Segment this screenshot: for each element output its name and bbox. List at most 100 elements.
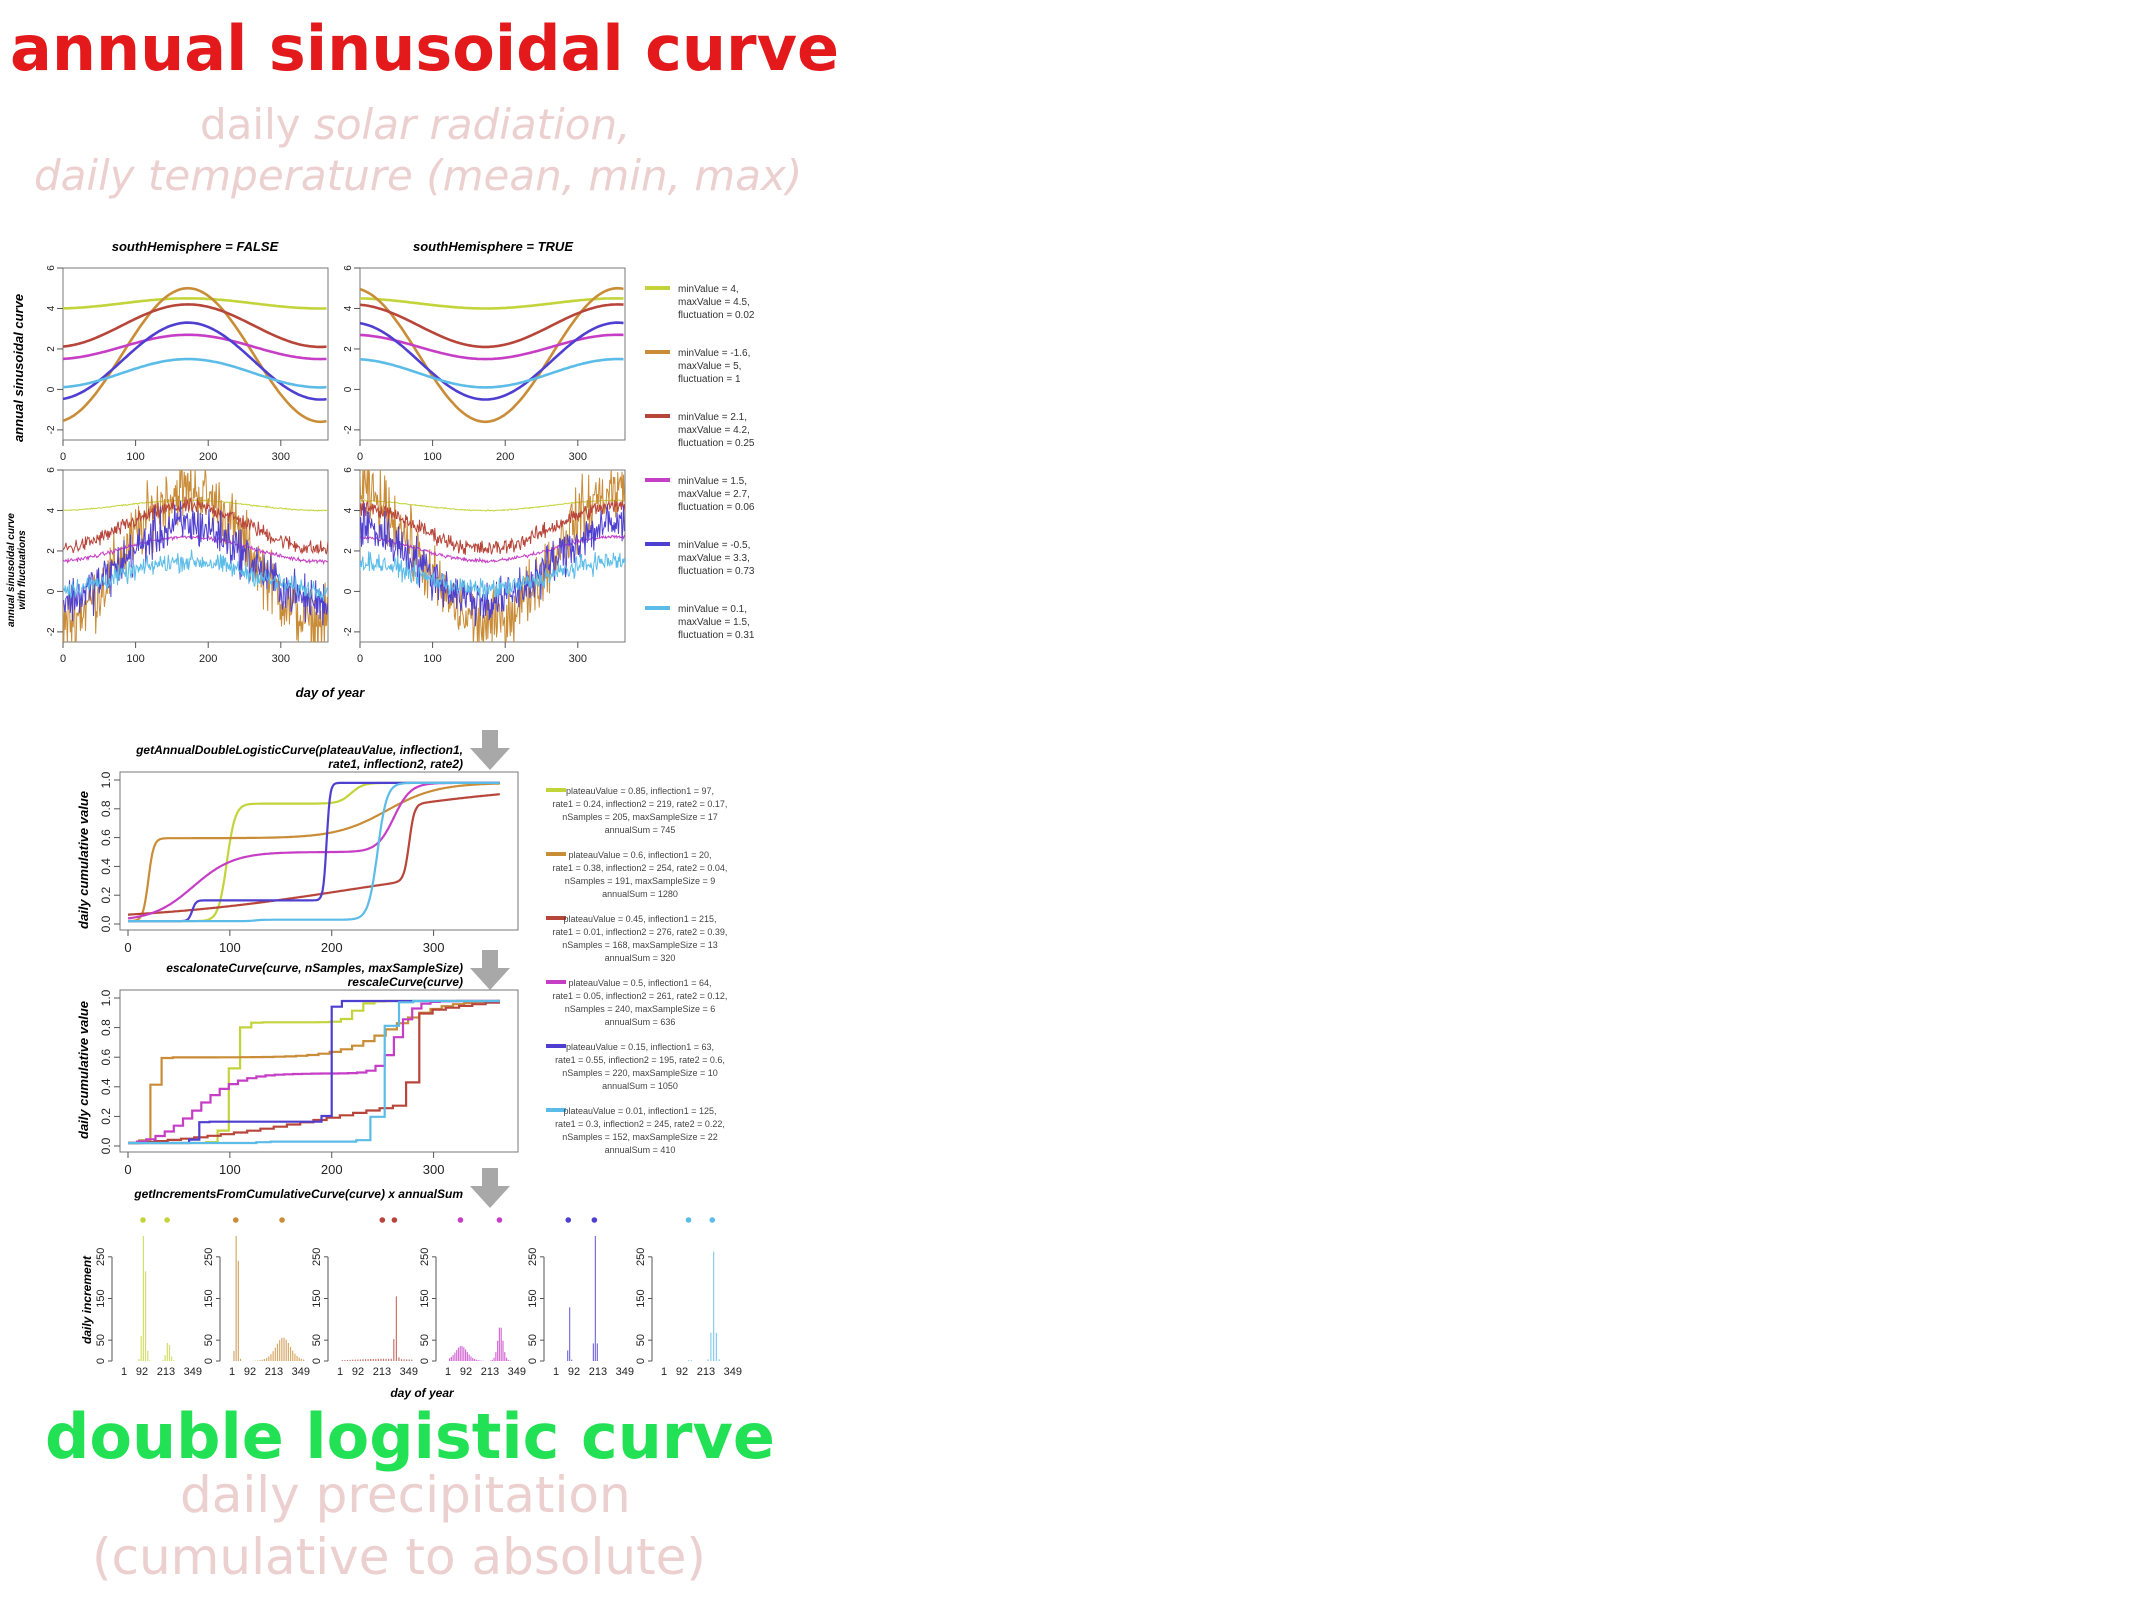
x-tick-label: 300 <box>423 1162 445 1177</box>
inflection-marker <box>496 1217 503 1223</box>
increment-panel: 0 50 150 250 1 92 213 349 <box>95 1217 202 1378</box>
subtitle-italic: solar radiation, <box>313 100 631 149</box>
inflection-marker <box>391 1217 398 1223</box>
series-line <box>360 498 625 512</box>
inflection-marker <box>279 1217 285 1223</box>
y-tick-label: 150 <box>527 1289 539 1307</box>
x-tick-label: 300 <box>272 451 290 463</box>
footer-subtitle-2: (cumulative to absolute) <box>92 1528 706 1586</box>
legend-label: maxValue = 1.5, <box>678 617 750 628</box>
logistic-panel: 0.0 0.2 0.4 0.6 0.8 1.0 0 100 200 300 <box>99 771 519 955</box>
y-tick-label: 4 <box>343 507 354 513</box>
x-tick-label: 200 <box>496 451 514 463</box>
footer-subtitle-1: daily precipitation <box>180 1466 631 1524</box>
x-tick-label: 92 <box>136 1366 148 1378</box>
panel-frame <box>119 989 519 1153</box>
sinusoid-panel: -2 0 2 4 6 0 100 200 300 <box>343 265 626 463</box>
series-group <box>127 781 500 923</box>
x-tick-label: 200 <box>321 940 343 955</box>
x-tick-label: 349 <box>184 1366 202 1378</box>
y-tick-label: 0.0 <box>99 915 113 932</box>
y-tick-label: 0.8 <box>99 1019 113 1036</box>
y-tick-label: 4 <box>343 305 354 311</box>
logistic-panels: 0.0 0.2 0.4 0.6 0.8 1.0 0 100 200 300 0.0 0.2 0.4 0.6… <box>99 771 519 1177</box>
ylabel-fluct-2: with fluctuations <box>17 530 28 610</box>
x-tick-label: 100 <box>219 1162 241 1177</box>
y-tick-label: 2 <box>343 548 354 554</box>
legend-label: rate1 = 0.24, inflection2 = 219, rate2 =… <box>553 799 728 809</box>
y-tick-label: 6 <box>46 265 57 271</box>
y-tick-label: 150 <box>419 1289 431 1307</box>
legend-label: annualSum = 1280 <box>602 889 678 899</box>
inflection-marker <box>565 1217 572 1223</box>
legend-label: nSamples = 240, maxSampleSize = 6 <box>565 1004 716 1014</box>
series-line <box>360 303 624 349</box>
inflection-marker <box>379 1217 386 1223</box>
y-tick-label: 250 <box>527 1248 539 1266</box>
legend-label: annualSum = 745 <box>605 825 676 835</box>
series-line <box>360 333 624 361</box>
x-tick-label: 349 <box>508 1366 526 1378</box>
y-tick-label: 50 <box>527 1334 539 1346</box>
y-tick-label: 0.4 <box>99 1078 113 1095</box>
inflection-marker <box>140 1217 146 1223</box>
inflection-marker <box>591 1217 598 1223</box>
increment-panel: 0 50 150 250 1 92 213 349 <box>635 1217 742 1378</box>
arrows <box>470 730 510 1208</box>
legend-label: annualSum = 636 <box>605 1017 676 1027</box>
ylabel-increment: daily increment <box>80 1255 94 1344</box>
subtitle-line-2: daily temperature (mean, min, max) <box>34 151 803 200</box>
series-line <box>63 333 327 361</box>
legend-label: plateauValue = 0.6, inflection1 = 20, <box>569 850 712 860</box>
x-tick-label: 349 <box>400 1366 418 1378</box>
series-line <box>360 297 624 310</box>
legend-label: rate1 = 0.38, inflection2 = 254, rate2 =… <box>553 863 728 873</box>
logistic-title-1b: rate1, inflection2, rate2) <box>328 757 463 771</box>
x-tick-label: 92 <box>244 1366 256 1378</box>
y-tick-label: 0.8 <box>99 800 113 817</box>
series-line <box>63 297 327 310</box>
x-tick-label: 213 <box>481 1366 499 1378</box>
y-tick-label: 50 <box>311 1334 323 1346</box>
series-line <box>360 470 625 642</box>
subtitle-plain: daily <box>200 100 314 149</box>
x-tick-label: 92 <box>352 1366 364 1378</box>
series-group <box>128 999 500 1145</box>
series-line <box>360 357 624 389</box>
x-tick-label: 0 <box>60 451 66 463</box>
legend-label: fluctuation = 0.31 <box>678 630 755 641</box>
footer-title: double logistic curve <box>45 1400 775 1473</box>
series-line <box>128 781 500 923</box>
y-tick-label: 0 <box>419 1358 431 1364</box>
inflection-marker <box>709 1217 716 1223</box>
x-tick-label: 213 <box>157 1366 175 1378</box>
logistic-panel: 0.0 0.2 0.4 0.6 0.8 1.0 0 100 200 300 <box>99 989 519 1177</box>
logistic-legend: plateauValue = 0.85, inflection1 = 97, ra… <box>546 786 727 1155</box>
x-tick-label: 213 <box>265 1366 283 1378</box>
y-tick-label: 0.0 <box>99 1137 113 1154</box>
xlabel-increment: day of year <box>390 1386 455 1400</box>
y-tick-label: 0 <box>311 1358 323 1364</box>
legend-label: fluctuation = 0.02 <box>678 310 755 321</box>
x-tick-label: 1 <box>229 1366 235 1378</box>
legend-label: minValue = 4, <box>678 284 739 295</box>
y-tick-label: -2 <box>46 425 57 434</box>
y-tick-label: 250 <box>635 1248 647 1266</box>
legend-label: plateauValue = 0.45, inflection1 = 215, <box>564 914 717 924</box>
x-tick-label: 100 <box>219 940 241 955</box>
y-tick-label: 0.2 <box>99 1108 113 1125</box>
inflection-marker <box>685 1217 692 1223</box>
y-tick-label: -2 <box>343 425 354 434</box>
sinusoid-panel: -2 0 2 4 6 0 100 200 300 <box>46 467 329 665</box>
arrow-down-icon <box>470 730 510 770</box>
y-tick-label: 50 <box>419 1334 431 1346</box>
y-tick-label: 0 <box>95 1358 107 1364</box>
y-tick-label: 150 <box>635 1289 647 1307</box>
y-tick-label: 150 <box>95 1289 107 1307</box>
legend-label: rate1 = 0.55, inflection2 = 195, rate2 =… <box>555 1055 725 1065</box>
x-tick-label: 300 <box>569 653 587 665</box>
legend-label: fluctuation = 1 <box>678 374 741 385</box>
y-tick-label: 250 <box>419 1248 431 1266</box>
arrow-down-icon <box>470 950 510 990</box>
